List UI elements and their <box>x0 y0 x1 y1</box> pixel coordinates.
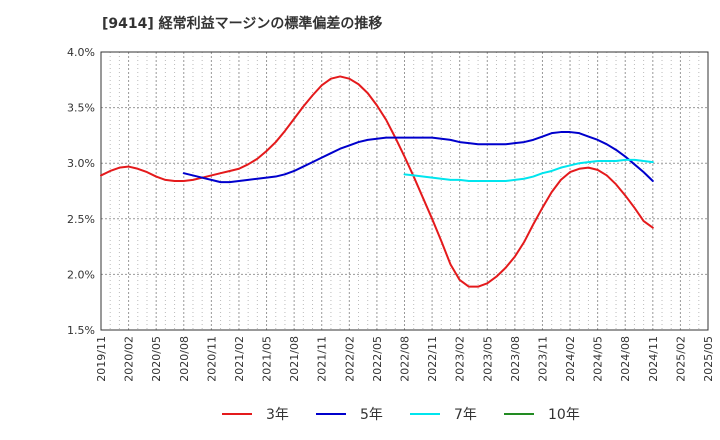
series-line-1 <box>182 131 654 184</box>
x-tick-label: 2020/02 <box>123 336 136 382</box>
series-line-2 <box>403 158 654 182</box>
legend-label: 5年 <box>360 407 383 423</box>
x-tick-label: 2020/11 <box>205 336 218 382</box>
x-tick-label: 2025/02 <box>674 336 687 382</box>
x-tick-label: 2022/02 <box>343 336 356 382</box>
x-tick-label: 2023/05 <box>481 336 494 382</box>
series-lines <box>100 75 654 288</box>
y-tick-label: 4.0% <box>67 46 95 59</box>
x-tick-label: 2021/05 <box>261 336 274 382</box>
x-tick-label: 2025/05 <box>702 336 715 382</box>
x-tick-label: 2023/11 <box>536 336 549 382</box>
series-line-0 <box>100 75 654 288</box>
x-tick-label: 2020/08 <box>178 336 191 382</box>
y-tick-label: 3.0% <box>67 157 95 170</box>
x-tick-label: 2019/11 <box>95 336 108 382</box>
x-tick-label: 2022/08 <box>399 336 412 382</box>
x-tick-label: 2022/11 <box>426 336 439 382</box>
x-tick-label: 2023/08 <box>509 336 522 382</box>
x-tick-label: 2021/02 <box>233 336 246 382</box>
y-tick-label: 2.5% <box>67 213 95 226</box>
y-tick-label: 2.0% <box>67 268 95 281</box>
y-axis: 1.5% 2.0% 2.5% 3.0% 3.5% 4.0% <box>67 46 95 337</box>
legend: 3年 5年 7年 10年 <box>222 407 580 423</box>
chart-title: [9414] 経常利益マージンの標準偏差の推移 <box>102 15 382 32</box>
legend-label: 7年 <box>454 407 477 423</box>
x-tick-label: 2023/02 <box>454 336 467 382</box>
x-axis: 2019/11 2020/02 2020/05 2020/08 2020/11 2021/… <box>95 336 715 382</box>
x-tick-label: 2024/11 <box>647 336 660 382</box>
grid <box>101 52 708 330</box>
x-tick-label: 2021/11 <box>316 336 329 382</box>
x-tick-label: 2024/05 <box>592 336 605 382</box>
y-tick-label: 1.5% <box>67 324 95 337</box>
y-tick-label: 3.5% <box>67 102 95 115</box>
x-tick-label: 2024/02 <box>564 336 577 382</box>
x-tick-label: 2020/05 <box>150 336 163 382</box>
legend-label: 10年 <box>548 407 580 423</box>
x-tick-label: 2021/08 <box>288 336 301 382</box>
legend-label: 3年 <box>266 407 289 423</box>
plot-area <box>100 51 709 331</box>
x-tick-label: 2024/08 <box>619 336 632 382</box>
x-tick-label: 2022/05 <box>371 336 384 382</box>
